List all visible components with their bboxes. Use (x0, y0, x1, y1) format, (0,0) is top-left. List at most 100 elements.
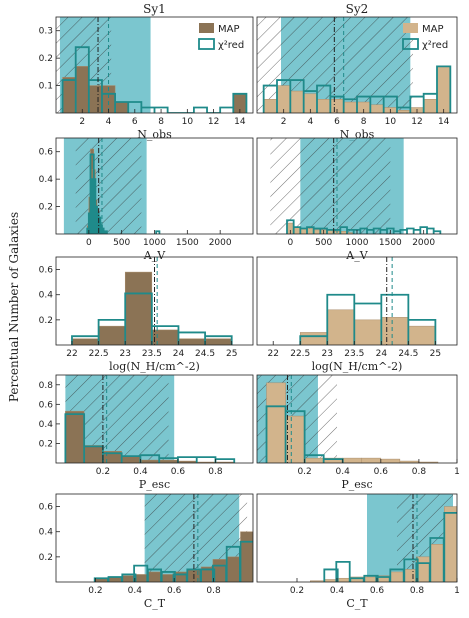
legend-swatch-map (199, 23, 214, 33)
x-tick-label: 0.2 (88, 586, 102, 596)
map-bar (158, 459, 179, 463)
x-tick-label: 0.2 (96, 467, 110, 477)
map-bar (396, 110, 411, 113)
chi2-histogram (71, 292, 233, 345)
x-tick-label: 8 (361, 117, 367, 127)
legend-swatch-map (403, 23, 418, 33)
x-axis-label: A_V (143, 249, 166, 262)
x-tick-label: 0.8 (412, 467, 427, 477)
map-bar (293, 226, 301, 234)
x-tick-label: 10 (182, 117, 194, 127)
x-tick-label: 0.8 (208, 467, 223, 477)
chi2-histogram (86, 153, 161, 234)
y-tick-label: 0.4 (39, 528, 54, 538)
map-bar (285, 415, 305, 463)
x-tick-label: 0 (287, 238, 293, 248)
y-tick-label: 0.4 (39, 420, 54, 430)
x-tick-label: 0.8 (410, 586, 425, 596)
x-tick-label: 12 (411, 117, 422, 127)
map-bar (299, 332, 328, 345)
plot-frame (256, 493, 458, 583)
x-tick-label: 1 (454, 467, 460, 477)
hatched-band (75, 138, 142, 234)
panel-sy2-ct: 0.2 0.4 0.6 0.8 1 C_T (256, 493, 460, 610)
y-tick-label: 0.3 (39, 27, 53, 37)
panel-title: Sy2 (346, 2, 369, 16)
map-bar (147, 571, 162, 582)
x-axis-label: A_V (345, 249, 368, 262)
map-bar (306, 228, 314, 234)
x-tick-label: 22 (267, 349, 278, 359)
y-tick-label: 0.8 (39, 381, 54, 391)
map-bar (240, 531, 253, 582)
x-tick-label: 1 (454, 586, 460, 596)
map-bar (65, 410, 85, 463)
x-tick-label: 500 (113, 238, 130, 248)
x-tick-label: 0.2 (297, 467, 311, 477)
map-bar (408, 325, 436, 345)
map-bar (83, 445, 104, 463)
legend: MAP χ²red (402, 23, 448, 51)
map-bar (290, 90, 304, 113)
x-tick-label: 22.5 (290, 349, 310, 359)
x-tick-label: 0.6 (171, 467, 186, 477)
y-tick-label: 0.6 (39, 503, 54, 513)
plot-frame (256, 16, 458, 114)
x-tick-label: 0.6 (374, 467, 389, 477)
x-tick-label: 14 (234, 117, 246, 127)
map-bar (430, 544, 444, 582)
x-tick-label: 4 (307, 117, 313, 127)
x-tick-label: 24 (376, 349, 388, 359)
legend: MAP χ²red (198, 23, 244, 51)
plot-frame (256, 374, 458, 464)
x-tick-label: 23.5 (344, 349, 364, 359)
x-tick-label: 10 (385, 117, 397, 127)
plot-frame (55, 493, 254, 583)
map-bar (266, 382, 286, 463)
map-bar (151, 329, 179, 345)
x-tick-label: 4 (106, 117, 112, 127)
map-bar (263, 99, 278, 113)
map-bar (204, 338, 232, 345)
map-bar (380, 458, 401, 463)
x-tick-label: 0.4 (128, 586, 143, 596)
chi2-histogram (299, 293, 437, 345)
chi2-histogram (93, 540, 253, 582)
map-bar (304, 457, 324, 463)
map-bar (444, 506, 457, 582)
map-bar (370, 104, 384, 113)
x-tick-label: 2 (281, 117, 287, 127)
y-tick-label: 0.6 (39, 400, 54, 410)
map-bar (98, 325, 126, 345)
panel-title: Sy1 (143, 2, 166, 16)
x-tick-label: 23 (322, 349, 333, 359)
x-tick-label: 2000 (209, 238, 232, 248)
map-bar (316, 99, 331, 113)
hatched-band (270, 138, 391, 234)
map-bar (313, 229, 321, 234)
x-tick-label: 24 (173, 349, 185, 359)
map-bar (436, 66, 451, 113)
x-tick-label: 6 (132, 117, 138, 127)
panel-sy1-pesc: 0.2 0.4 0.6 0.8 0.2 0.4 0.6 0.8 P_esc (39, 374, 254, 491)
x-tick-label: 0.2 (290, 586, 304, 596)
x-tick-label: 2 (79, 117, 85, 127)
x-tick-label: 24.5 (398, 349, 418, 359)
map-bar (121, 455, 141, 463)
map-bar (226, 556, 241, 582)
map-bar (71, 338, 99, 345)
plot-frame (55, 374, 254, 464)
x-tick-label: 23.5 (142, 349, 162, 359)
map-bar (361, 457, 382, 463)
map-bar (88, 85, 103, 113)
plot-frame (55, 16, 254, 114)
x-axis-label: P_esc (341, 478, 372, 491)
x-axis-label: C_T (346, 597, 368, 610)
x-tick-label: 0.6 (370, 586, 385, 596)
x-tick-label: 25 (430, 349, 441, 359)
map-bar (178, 338, 206, 345)
x-tick-label: 0.4 (336, 467, 351, 477)
map-bar (340, 231, 348, 234)
